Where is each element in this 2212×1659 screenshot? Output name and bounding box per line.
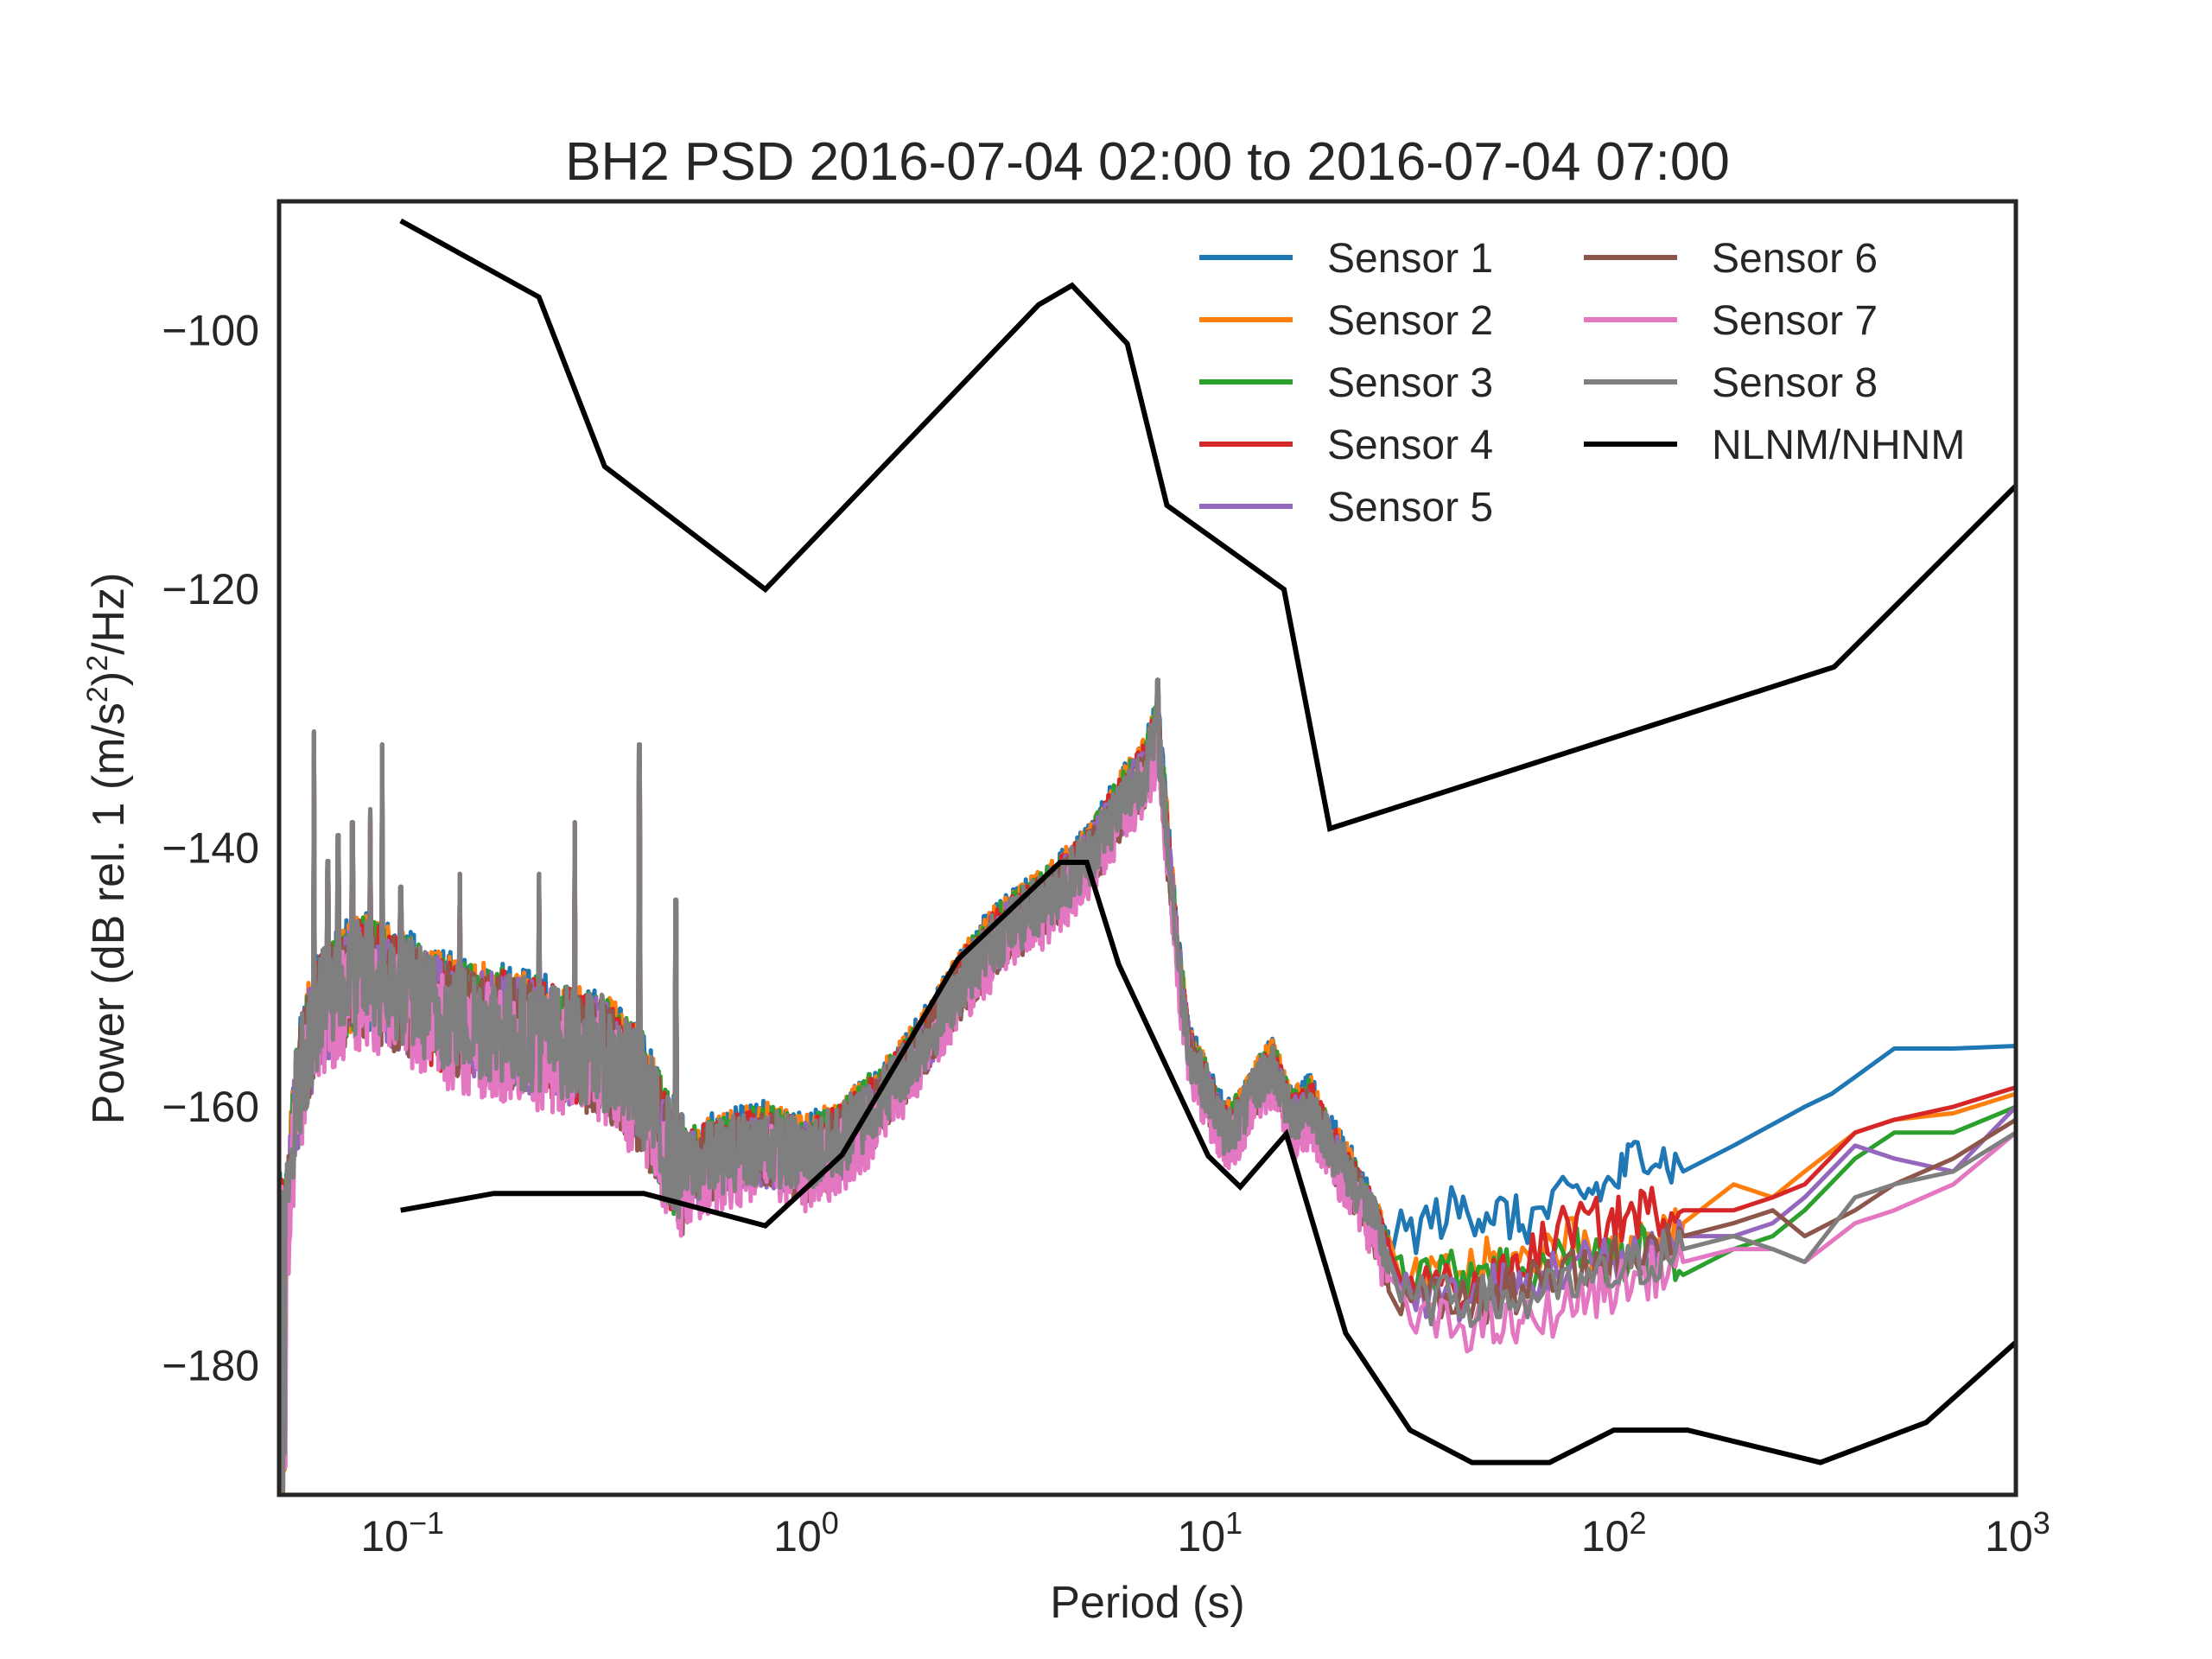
y-tick-label: −140 — [162, 824, 259, 873]
y-label-sup-1: 2 — [81, 686, 114, 702]
nhnm-line — [399, 218, 2016, 832]
nlnm-line — [400, 860, 2016, 1465]
x-tick-label: 103 — [1985, 1505, 2050, 1561]
legend-label: Sensor 4 — [1327, 423, 1493, 468]
series-line-8 — [279, 677, 2016, 1493]
chart-title: BH2 PSD 2016-07-04 02:00 to 2016-07-04 0… — [565, 132, 1730, 192]
legend-label: Sensor 6 — [1712, 236, 1878, 282]
legend-label: NLNM/NHNM — [1712, 423, 1965, 468]
x-tick-label: 102 — [1581, 1505, 1647, 1561]
y-tick-label: −120 — [162, 565, 259, 613]
y-axis-label: Power (dB rel. 1 (m/s2)2/Hz) — [81, 573, 134, 1125]
x-tick-label: 101 — [1178, 1505, 1243, 1561]
legend-label: Sensor 3 — [1327, 360, 1493, 406]
x-axis-label: Period (s) — [1050, 1578, 1244, 1628]
legend-label: Sensor 1 — [1327, 236, 1493, 282]
plot-lines — [279, 218, 2016, 1495]
x-tick-label: 10−1 — [360, 1505, 444, 1561]
y-tick-label: −160 — [162, 1083, 259, 1131]
legend-label: Sensor 8 — [1712, 360, 1878, 406]
legend: Sensor 1 Sensor 2 Sensor 3 Sensor 4 Sensor 5… — [1199, 236, 1965, 531]
plot-frame — [276, 199, 2018, 1497]
y-tick-label: −180 — [162, 1341, 259, 1389]
y-axis-ticks: −100 −120 −140 −160 −180 — [162, 307, 259, 1390]
y-tick-label: −100 — [162, 307, 259, 355]
legend-label: Sensor 7 — [1712, 298, 1878, 344]
legend-label: Sensor 5 — [1327, 485, 1493, 531]
x-axis-ticks: 10−1 100 101 102 103 — [360, 1505, 2050, 1561]
x-tick-label: 100 — [773, 1505, 839, 1561]
y-label-sup-2: 2 — [81, 655, 114, 671]
legend-label: Sensor 2 — [1327, 298, 1493, 344]
